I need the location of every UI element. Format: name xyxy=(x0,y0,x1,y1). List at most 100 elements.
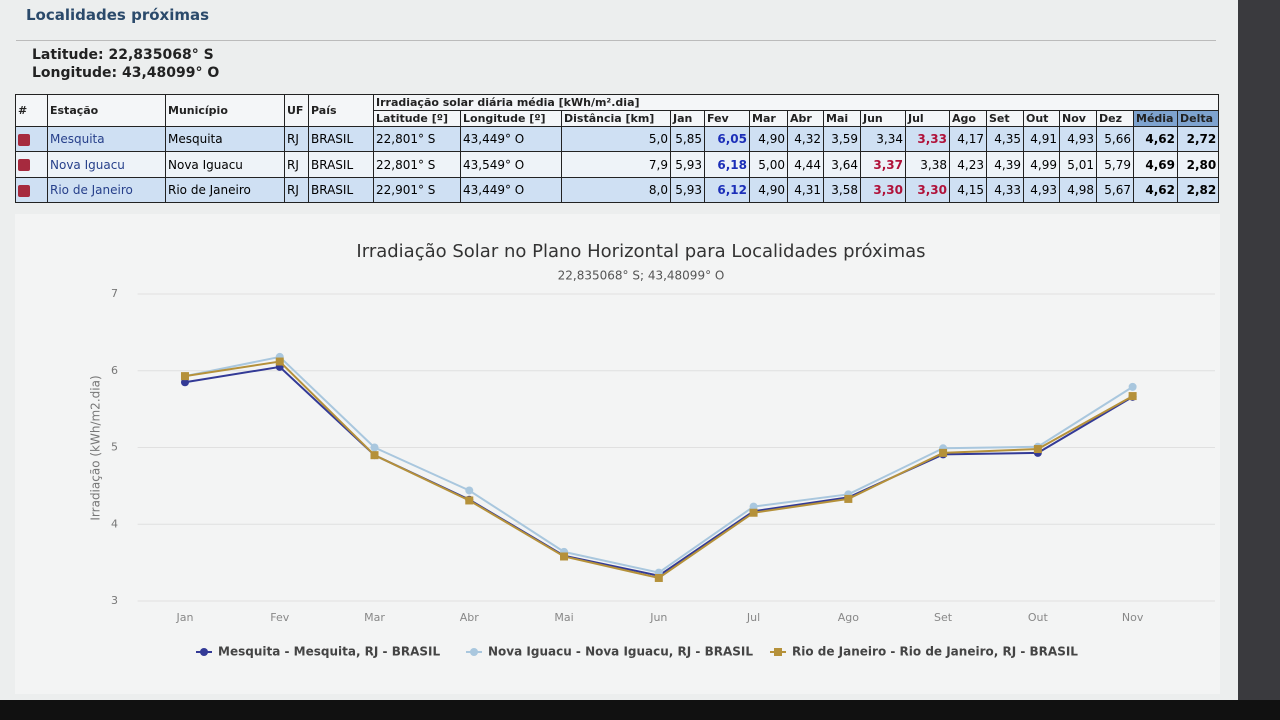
chart-subtitle: 22,835068° S; 43,48099° O xyxy=(558,269,725,283)
table-cell: Mesquita xyxy=(47,126,166,152)
table-cell: Mesquita xyxy=(165,126,285,152)
station-row: Rio de Janeiro Rio de Janeiro RJ BRASIL 22,9… xyxy=(15,177,1220,203)
data-point xyxy=(844,494,853,503)
table-cell: 4,99 xyxy=(1023,151,1060,178)
table-cell: 3,34 xyxy=(860,126,906,152)
table-cell: RJ xyxy=(284,126,309,152)
table-cell: 4,98 xyxy=(1059,177,1097,203)
data-point xyxy=(654,573,663,582)
table-cell: 4,17 xyxy=(949,126,987,152)
column-header: Estação xyxy=(47,94,166,127)
x-tick-label: Jun xyxy=(649,611,667,624)
data-point xyxy=(1128,392,1137,401)
table-cell: 4,90 xyxy=(749,177,788,203)
screen-edge xyxy=(1238,0,1280,720)
select-cell xyxy=(15,126,48,152)
table-cell: 22,801° S xyxy=(373,126,461,152)
column-header: Jan xyxy=(670,110,705,127)
checkbox[interactable] xyxy=(18,133,30,146)
x-tick-label: Jan xyxy=(175,611,193,624)
column-header: Latitude [º] xyxy=(373,110,461,127)
section-title: Localidades próximas xyxy=(26,6,210,24)
table-cell: 43,449° O xyxy=(460,126,562,152)
table-cell: 22,801° S xyxy=(373,151,461,178)
table-cell: Rio de Janeiro xyxy=(165,177,285,203)
y-tick-label: 5 xyxy=(111,441,118,454)
x-tick-label: Nov xyxy=(1122,611,1144,624)
column-header: # xyxy=(15,94,48,127)
data-point xyxy=(465,496,474,505)
column-header: Nov xyxy=(1059,110,1097,127)
table-cell: 4,35 xyxy=(986,126,1024,152)
column-header: Mar xyxy=(749,110,788,127)
column-header: País xyxy=(308,94,374,127)
checkbox[interactable] xyxy=(18,184,30,197)
column-header: Longitude [º] xyxy=(460,110,562,127)
table-cell: 2,72 xyxy=(1176,126,1220,152)
longitude: Longitude: 43,48099° O xyxy=(32,65,220,81)
table-cell: BRASIL xyxy=(308,177,374,203)
column-header: Set xyxy=(986,110,1024,127)
table-cell: 5,93 xyxy=(670,151,705,178)
table-cell: 3,30 xyxy=(905,177,950,203)
table-cell: 5,67 xyxy=(1096,177,1134,203)
data-point xyxy=(1128,382,1137,391)
table-cell: 4,69 xyxy=(1133,151,1178,178)
table-cell: 5,93 xyxy=(670,177,705,203)
data-point xyxy=(560,552,569,561)
data-point xyxy=(370,451,379,460)
data-point xyxy=(370,443,379,452)
x-tick-label: Fev xyxy=(270,611,289,624)
table-cell: 5,0 xyxy=(561,126,671,152)
stations-table: # Estação Município UF País Irradiação solar … xyxy=(15,94,1220,203)
legend-symbol xyxy=(470,648,478,656)
x-tick-label: Abr xyxy=(460,611,480,624)
table-cell: 43,549° O xyxy=(460,151,562,178)
column-header: Fev xyxy=(704,110,750,127)
column-header: Município xyxy=(165,94,285,127)
column-header: Abr xyxy=(787,110,824,127)
legend-label: Mesquita - Mesquita, RJ - BRASIL xyxy=(218,645,441,659)
screen-edge xyxy=(0,700,1280,720)
y-tick-label: 7 xyxy=(111,287,118,300)
column-header: Dez xyxy=(1096,110,1134,127)
table-cell: 3,38 xyxy=(905,151,950,178)
legend-symbol xyxy=(200,648,208,656)
data-point xyxy=(275,357,284,366)
table-cell: 2,80 xyxy=(1176,151,1220,178)
table-cell: 4,62 xyxy=(1133,126,1178,152)
checkbox[interactable] xyxy=(18,159,30,171)
table-cell: 43,449° O xyxy=(460,177,562,203)
data-point xyxy=(749,502,758,511)
chart: Irradiação Solar no Plano Horizontal par… xyxy=(88,241,1215,659)
table-cell: 5,01 xyxy=(1059,151,1097,178)
table-cell: 4,32 xyxy=(787,126,824,152)
table-cell: 4,93 xyxy=(1059,126,1097,152)
table-cell: BRASIL xyxy=(308,151,374,178)
table-cell: Nova Iguacu xyxy=(165,151,285,178)
group-header: Irradiação solar diária média [kWh/m².di… xyxy=(372,94,1220,111)
table-cell: 3,33 xyxy=(905,126,950,152)
column-header: Out xyxy=(1023,110,1060,127)
table-cell: 7,9 xyxy=(561,151,671,178)
y-tick-label: 6 xyxy=(111,364,118,377)
table-cell: 5,66 xyxy=(1096,126,1134,152)
table-cell: 4,93 xyxy=(1023,177,1060,203)
table-cell: 5,79 xyxy=(1096,151,1134,178)
x-tick-label: Mar xyxy=(364,611,385,624)
y-tick-label: 3 xyxy=(111,594,118,607)
table-cell: 3,37 xyxy=(860,151,906,178)
column-header: UF xyxy=(284,94,309,127)
y-axis-label: Irradiação (kWh/m2.dia) xyxy=(89,375,103,520)
table-cell: 4,23 xyxy=(949,151,987,178)
x-tick-label: Ago xyxy=(838,611,860,624)
data-point xyxy=(465,486,474,495)
header-row: Latitude [º] Longitude [º] Distância [km] J… xyxy=(16,110,1220,127)
table-cell: 4,90 xyxy=(749,126,788,152)
data-point xyxy=(749,508,758,517)
chart-title: Irradiação Solar no Plano Horizontal par… xyxy=(356,241,925,262)
header-row: # Estação Município UF País Irradiação solar … xyxy=(15,94,1220,127)
table-cell: RJ xyxy=(284,177,309,203)
table-cell: 4,91 xyxy=(1023,126,1060,152)
table-cell: 3,30 xyxy=(860,177,906,203)
